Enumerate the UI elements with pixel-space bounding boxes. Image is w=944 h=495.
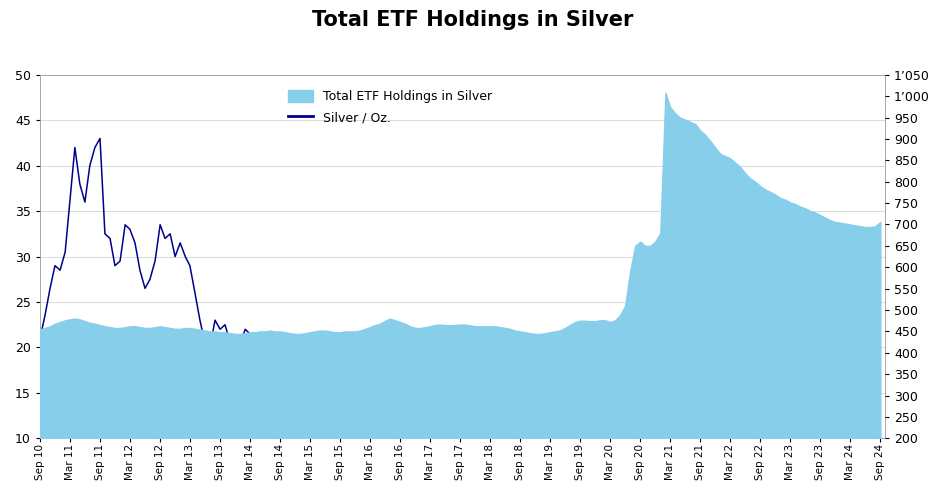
Text: Total ETF Holdings in Silver: Total ETF Holdings in Silver bbox=[312, 10, 632, 30]
Legend: Total ETF Holdings in Silver, Silver / Oz.: Total ETF Holdings in Silver, Silver / O… bbox=[282, 85, 497, 129]
Text: Pretiorates.com: Pretiorates.com bbox=[738, 410, 863, 424]
